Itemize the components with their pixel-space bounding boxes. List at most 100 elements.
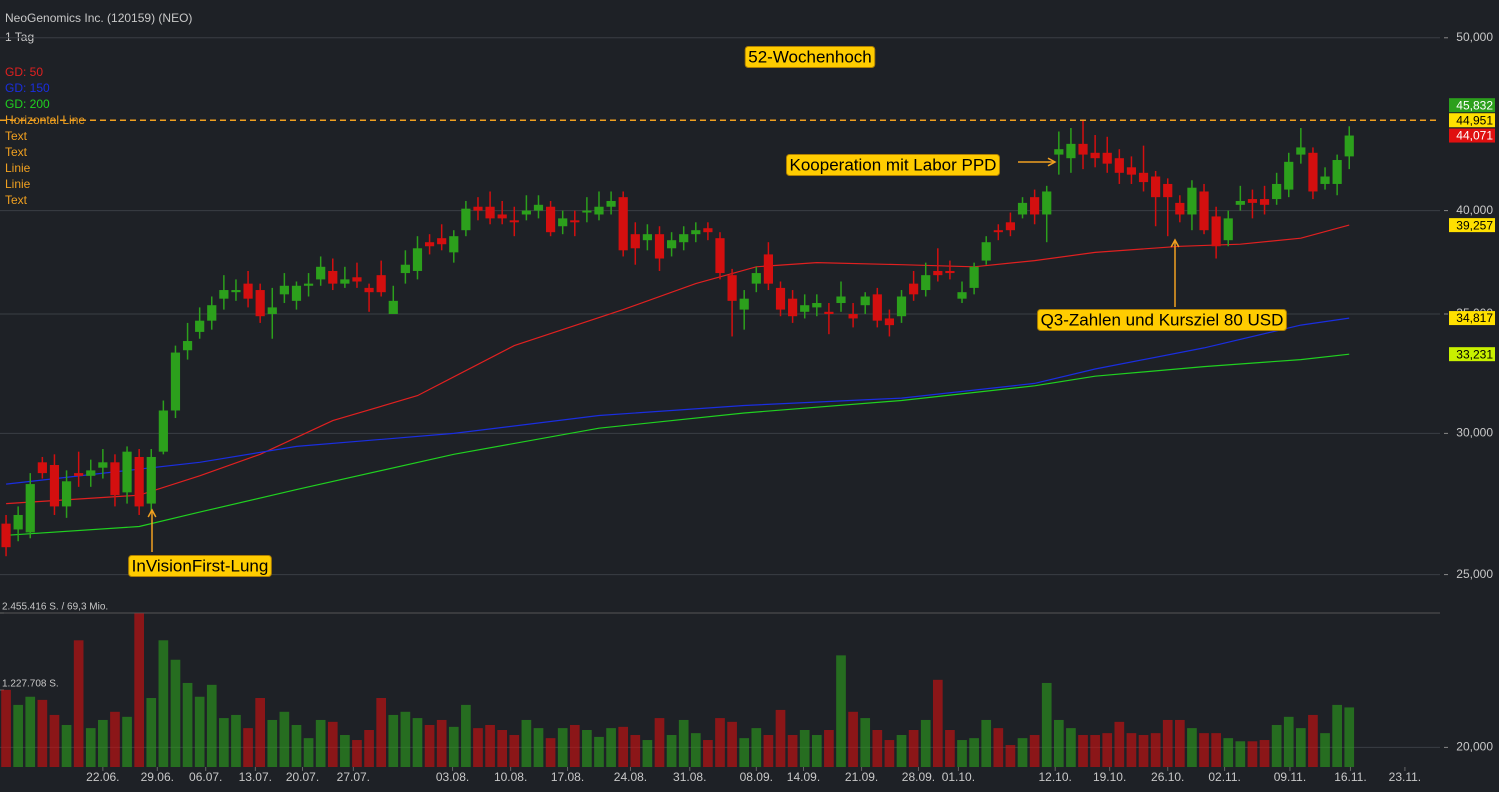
candle-body xyxy=(195,320,205,332)
volume-bar xyxy=(1005,745,1016,767)
volume-bar xyxy=(436,719,447,767)
volume-bar xyxy=(811,735,822,767)
candle-body xyxy=(533,204,544,211)
candle-body xyxy=(1211,216,1221,247)
volume-bar xyxy=(61,724,72,767)
candle-body xyxy=(98,462,108,468)
volume-bar xyxy=(594,736,604,767)
volume-bar xyxy=(1041,682,1052,767)
moving-average xyxy=(6,353,1350,536)
volume-bar xyxy=(1211,733,1221,767)
candle-body xyxy=(1102,152,1112,164)
candle-body xyxy=(727,275,737,301)
x-tick-label: 09.11. xyxy=(1274,770,1306,784)
chart-title: NeoGenomics Inc. (120159) (NEO) xyxy=(5,11,192,25)
candle-body xyxy=(751,273,761,284)
volume-bar xyxy=(751,728,762,767)
candle-body xyxy=(594,206,604,215)
volume-bar xyxy=(666,735,677,767)
volume-bar xyxy=(255,698,266,767)
candle-body xyxy=(981,242,991,261)
volume-bar xyxy=(158,640,169,767)
volume-bar xyxy=(1114,721,1125,767)
x-tick-label: 12.10. xyxy=(1039,770,1072,784)
legend-entry: Text xyxy=(5,145,28,159)
volume-bar xyxy=(73,640,84,767)
volume-bar xyxy=(424,724,435,767)
candle-body xyxy=(860,296,870,306)
candle-body xyxy=(630,234,640,249)
volume-bar xyxy=(170,659,181,767)
candle-body xyxy=(1005,222,1016,231)
legend-entry: Horizontal Line xyxy=(5,113,85,127)
volume-bar xyxy=(569,724,580,767)
volume-bar xyxy=(969,738,979,767)
price-tag xyxy=(1449,128,1495,143)
x-tick-label: 16.11. xyxy=(1334,770,1366,784)
volume-bar xyxy=(1332,704,1342,767)
y-tick-label: 25,000 xyxy=(1456,567,1493,581)
x-tick-label: 31.08. xyxy=(673,770,706,784)
candle-body xyxy=(1054,149,1064,155)
volume-bar xyxy=(267,719,278,767)
candle-body xyxy=(969,266,979,288)
x-tick-label: 24.08. xyxy=(614,770,647,784)
volume-bar xyxy=(461,704,471,767)
candle-body xyxy=(207,305,217,321)
candle-body xyxy=(497,214,507,219)
volume-bar xyxy=(896,735,907,767)
candle-body xyxy=(945,270,955,274)
price-tag-label: 44,071 xyxy=(1456,129,1493,143)
annotation-text: InVisionFirst-Lung xyxy=(132,556,269,575)
volume-bar xyxy=(981,719,992,767)
candle-body xyxy=(1,523,11,548)
volume-bar xyxy=(908,729,919,767)
candle-body xyxy=(279,285,289,295)
volume-bar xyxy=(775,709,786,767)
volume-bar xyxy=(37,699,48,767)
candle-body xyxy=(74,473,84,476)
volume-bar xyxy=(315,719,326,767)
legend-entry: GD: 50 xyxy=(5,65,43,79)
candle-body xyxy=(884,318,895,326)
volume-bar xyxy=(763,735,774,767)
volume-bar xyxy=(1199,733,1209,767)
volume-bar xyxy=(13,704,23,767)
price-tag xyxy=(1449,311,1495,326)
price-tag-label: 33,231 xyxy=(1456,347,1493,361)
candle-body xyxy=(509,220,519,223)
moving-average xyxy=(6,317,1350,485)
volume-bar xyxy=(703,740,713,767)
volume-bar xyxy=(122,716,132,767)
candle-body xyxy=(1066,143,1076,159)
volume-bar xyxy=(485,724,495,767)
candle-body xyxy=(800,305,810,312)
candle-body xyxy=(449,236,459,253)
candle-body xyxy=(340,279,350,284)
candle-body xyxy=(558,218,568,227)
candle-body xyxy=(1187,187,1197,215)
x-tick-label: 17.08. xyxy=(551,770,584,784)
volume-bar xyxy=(557,728,568,767)
candle-body xyxy=(328,270,338,284)
candle-body xyxy=(1175,202,1185,215)
candle-body xyxy=(1259,199,1270,205)
volume-bar xyxy=(630,735,641,767)
volume-bar xyxy=(787,735,798,767)
volume-bar xyxy=(715,718,725,767)
volume-bar xyxy=(872,729,883,767)
volume-bar xyxy=(945,729,955,767)
candle-body xyxy=(775,287,786,310)
candle-body xyxy=(158,410,168,452)
arrow-head xyxy=(1170,238,1180,248)
volume-bar xyxy=(920,719,931,767)
candle-body xyxy=(1138,172,1149,183)
price-tag xyxy=(1449,98,1495,113)
annotation-box xyxy=(128,554,272,577)
volume-bar xyxy=(1259,740,1270,767)
volume-bar xyxy=(1235,741,1246,767)
price-tag xyxy=(1449,347,1495,362)
volume-bar xyxy=(654,718,665,767)
candle-body xyxy=(1163,183,1173,198)
